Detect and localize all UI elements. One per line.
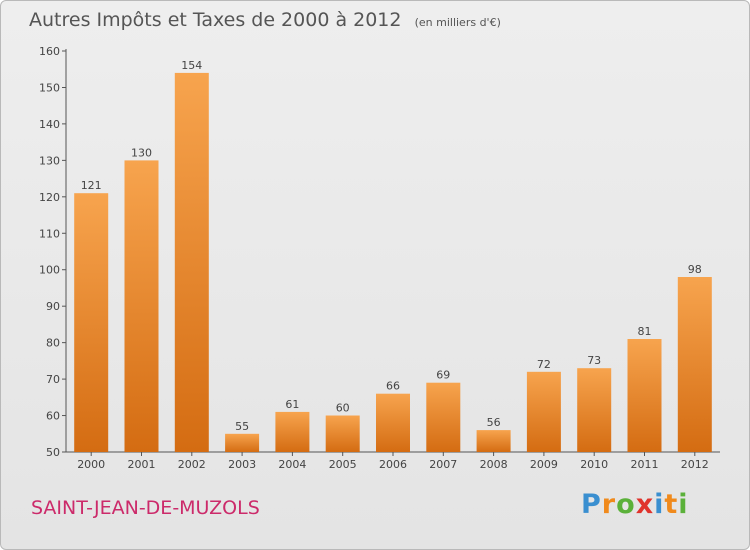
logo-letter: i — [654, 489, 665, 520]
bar-2008 — [476, 430, 511, 452]
value-label-2002: 154 — [181, 59, 202, 72]
bar-2000 — [74, 193, 109, 452]
value-label-2004: 61 — [285, 398, 299, 411]
y-tick-label: 50 — [46, 446, 60, 459]
x-tick-label-2003: 2003 — [228, 458, 256, 471]
bar-2006 — [376, 393, 410, 452]
logo-letter: P — [581, 489, 602, 520]
x-tick-label-2007: 2007 — [429, 458, 457, 471]
x-tick-label-2008: 2008 — [480, 458, 508, 471]
bar-2005 — [325, 415, 360, 452]
value-label-2008: 56 — [487, 416, 501, 429]
value-label-2012: 98 — [688, 263, 702, 276]
value-label-2003: 55 — [235, 420, 249, 433]
x-tick-label-2009: 2009 — [530, 458, 558, 471]
value-label-2006: 66 — [386, 380, 400, 393]
title-row: Autres Impôts et Taxes de 2000 à 2012 (e… — [29, 9, 501, 31]
y-tick-label: 120 — [39, 191, 60, 204]
logo-letter: x — [635, 489, 655, 520]
y-tick-label: 60 — [46, 410, 60, 423]
value-label-2000: 121 — [81, 179, 102, 192]
x-tick-label-2012: 2012 — [681, 458, 709, 471]
y-tick-label: 130 — [39, 154, 60, 167]
value-label-2001: 130 — [131, 146, 152, 159]
chart-subtitle: (en milliers d'€) — [414, 16, 501, 29]
x-tick-label-2001: 2001 — [128, 458, 156, 471]
x-tick-label-2004: 2004 — [278, 458, 306, 471]
bar-2010 — [577, 368, 612, 452]
logo-letter: i — [678, 489, 689, 520]
value-label-2010: 73 — [587, 354, 601, 367]
bar-2001 — [124, 160, 159, 452]
y-tick-label: 140 — [39, 118, 60, 131]
x-tick-label-2011: 2011 — [631, 458, 659, 471]
bar-2003 — [225, 433, 260, 452]
x-tick-label-2002: 2002 — [178, 458, 206, 471]
y-tick-label: 160 — [39, 45, 60, 58]
y-tick-label: 100 — [39, 264, 60, 277]
y-tick-label: 90 — [46, 300, 60, 313]
bar-2004 — [275, 411, 310, 452]
value-label-2011: 81 — [638, 325, 652, 338]
y-tick-label: 150 — [39, 81, 60, 94]
bar-2007 — [426, 382, 461, 452]
place-name: SAINT-JEAN-DE-MUZOLS — [31, 497, 260, 519]
bar-2012 — [677, 277, 712, 452]
value-label-2009: 72 — [537, 358, 551, 371]
x-tick-label-2000: 2000 — [77, 458, 105, 471]
y-tick-label: 110 — [39, 227, 60, 240]
logo-letter: r — [601, 489, 617, 520]
logo-letter: o — [616, 489, 636, 520]
value-label-2007: 69 — [436, 369, 450, 382]
chart-title: Autres Impôts et Taxes de 2000 à 2012 — [29, 9, 402, 31]
bar-2009 — [526, 371, 561, 452]
value-label-2005: 60 — [336, 402, 350, 415]
x-tick-label-2006: 2006 — [379, 458, 407, 471]
x-tick-label-2005: 2005 — [329, 458, 357, 471]
y-tick-label: 70 — [46, 373, 60, 386]
bar-2011 — [627, 339, 662, 452]
logo-letter: t — [664, 489, 679, 520]
y-tick-label: 80 — [46, 337, 60, 350]
proxiti-logo: Proxiti — [581, 489, 689, 520]
bar-2002 — [174, 72, 209, 453]
x-tick-label-2010: 2010 — [580, 458, 608, 471]
